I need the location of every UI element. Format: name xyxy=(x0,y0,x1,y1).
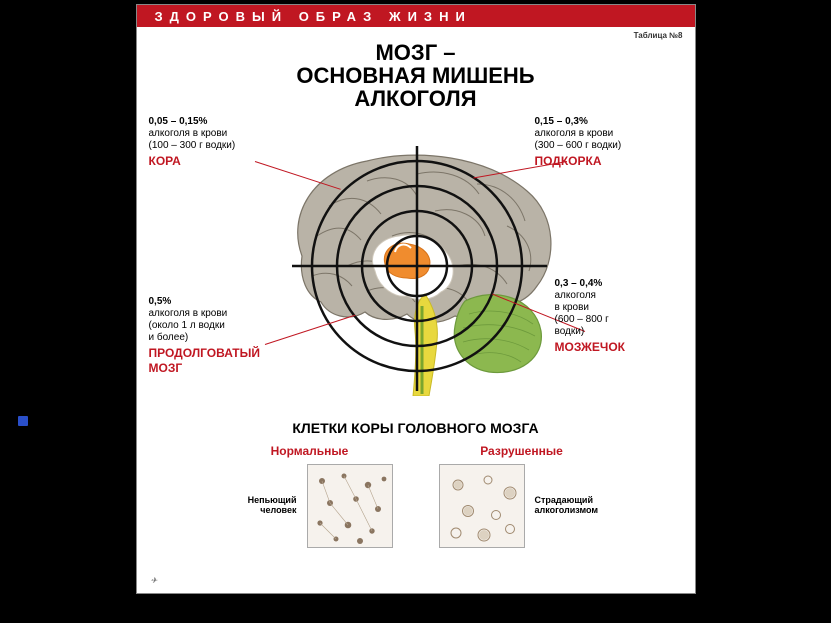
callout-cerebellum: 0,3 – 0,4% алкоголя в крови (600 – 800 г… xyxy=(555,278,685,354)
cells-section-title: КЛЕТКИ КОРЫ ГОЛОВНОГО МОЗГА xyxy=(137,420,695,436)
desc-text: алкоголя в крови xyxy=(149,308,309,320)
dose-text: 0,3 – 0,4% xyxy=(555,278,685,290)
normal-label: Нормальные xyxy=(271,444,349,458)
callout-subcortex: 0,15 – 0,3% алкоголя в крови (300 – 600 … xyxy=(535,116,685,168)
desc-text-2: (100 – 300 г водки) xyxy=(149,140,299,152)
desc-text: алкоголя в крови xyxy=(149,128,299,140)
damaged-label: Разрушенные xyxy=(480,444,563,458)
desc-text-4: водки) xyxy=(555,326,685,338)
normal-caption: Непьющий человек xyxy=(227,496,297,516)
banner-text: ЗДОРОВЫЙ ОБРАЗ ЖИЗНИ xyxy=(155,9,472,24)
publisher-mark: ✈ xyxy=(151,576,158,585)
normal-wrap: Непьющий человек xyxy=(227,464,393,548)
desc-text-3: (600 – 800 г xyxy=(555,314,685,326)
dose-text: 0,15 – 0,3% xyxy=(535,116,685,128)
main-title: МОЗГ – ОСНОВНАЯ МИШЕНЬ АЛКОГОЛЯ xyxy=(137,41,695,110)
normal-cells-image xyxy=(307,464,393,548)
normal-cells-block: Нормальные Непьющий человек xyxy=(227,444,393,548)
callout-medulla: 0,5% алкоголя в крови (около 1 л водки и… xyxy=(149,296,309,375)
normal-cells-svg xyxy=(308,465,393,548)
dose-text: 0,05 – 0,15% xyxy=(149,116,299,128)
poster: ЗДОРОВЫЙ ОБРАЗ ЖИЗНИ Таблица №8 МОЗГ – О… xyxy=(136,4,696,594)
brain-diagram: 0,05 – 0,15% алкоголя в крови (100 – 300… xyxy=(137,116,696,416)
title-line-1: МОЗГ – xyxy=(137,41,695,64)
cells-row: Нормальные Непьющий человек xyxy=(137,444,695,548)
desc-text: алкоголя в крови xyxy=(535,128,685,140)
region-label: МОЗЖЕЧОК xyxy=(555,340,685,354)
title-line-2: ОСНОВНАЯ МИШЕНЬ xyxy=(137,64,695,87)
desc-text-2: (около 1 л водки xyxy=(149,320,309,332)
region-label: КОРА xyxy=(149,154,299,168)
damaged-cells-svg xyxy=(440,465,525,548)
region-label-2: МОЗГ xyxy=(149,361,309,375)
header-banner: ЗДОРОВЫЙ ОБРАЗ ЖИЗНИ Таблица №8 xyxy=(137,5,695,27)
region-label: ПРОДОЛГОВАТЫЙ xyxy=(149,346,309,360)
desc-text-2: (300 – 600 г водки) xyxy=(535,140,685,152)
desc-text-3: и более) xyxy=(149,332,309,344)
title-line-3: АЛКОГОЛЯ xyxy=(137,87,695,110)
desc-text: алкоголя xyxy=(555,290,685,302)
damaged-cells-image xyxy=(439,464,525,548)
banner-subtitle: Таблица №8 xyxy=(634,31,683,40)
dose-text: 0,5% xyxy=(149,296,309,308)
damaged-cells-block: Разрушенные xyxy=(439,444,605,548)
damaged-wrap: Страдающий алкоголизмом xyxy=(439,464,605,548)
callout-cortex: 0,05 – 0,15% алкоголя в крови (100 – 300… xyxy=(149,116,299,168)
slide-bullet-icon xyxy=(18,416,28,426)
damaged-caption: Страдающий алкоголизмом xyxy=(535,496,605,516)
region-label: ПОДКОРКА xyxy=(535,154,685,168)
desc-text-2: в крови xyxy=(555,302,685,314)
